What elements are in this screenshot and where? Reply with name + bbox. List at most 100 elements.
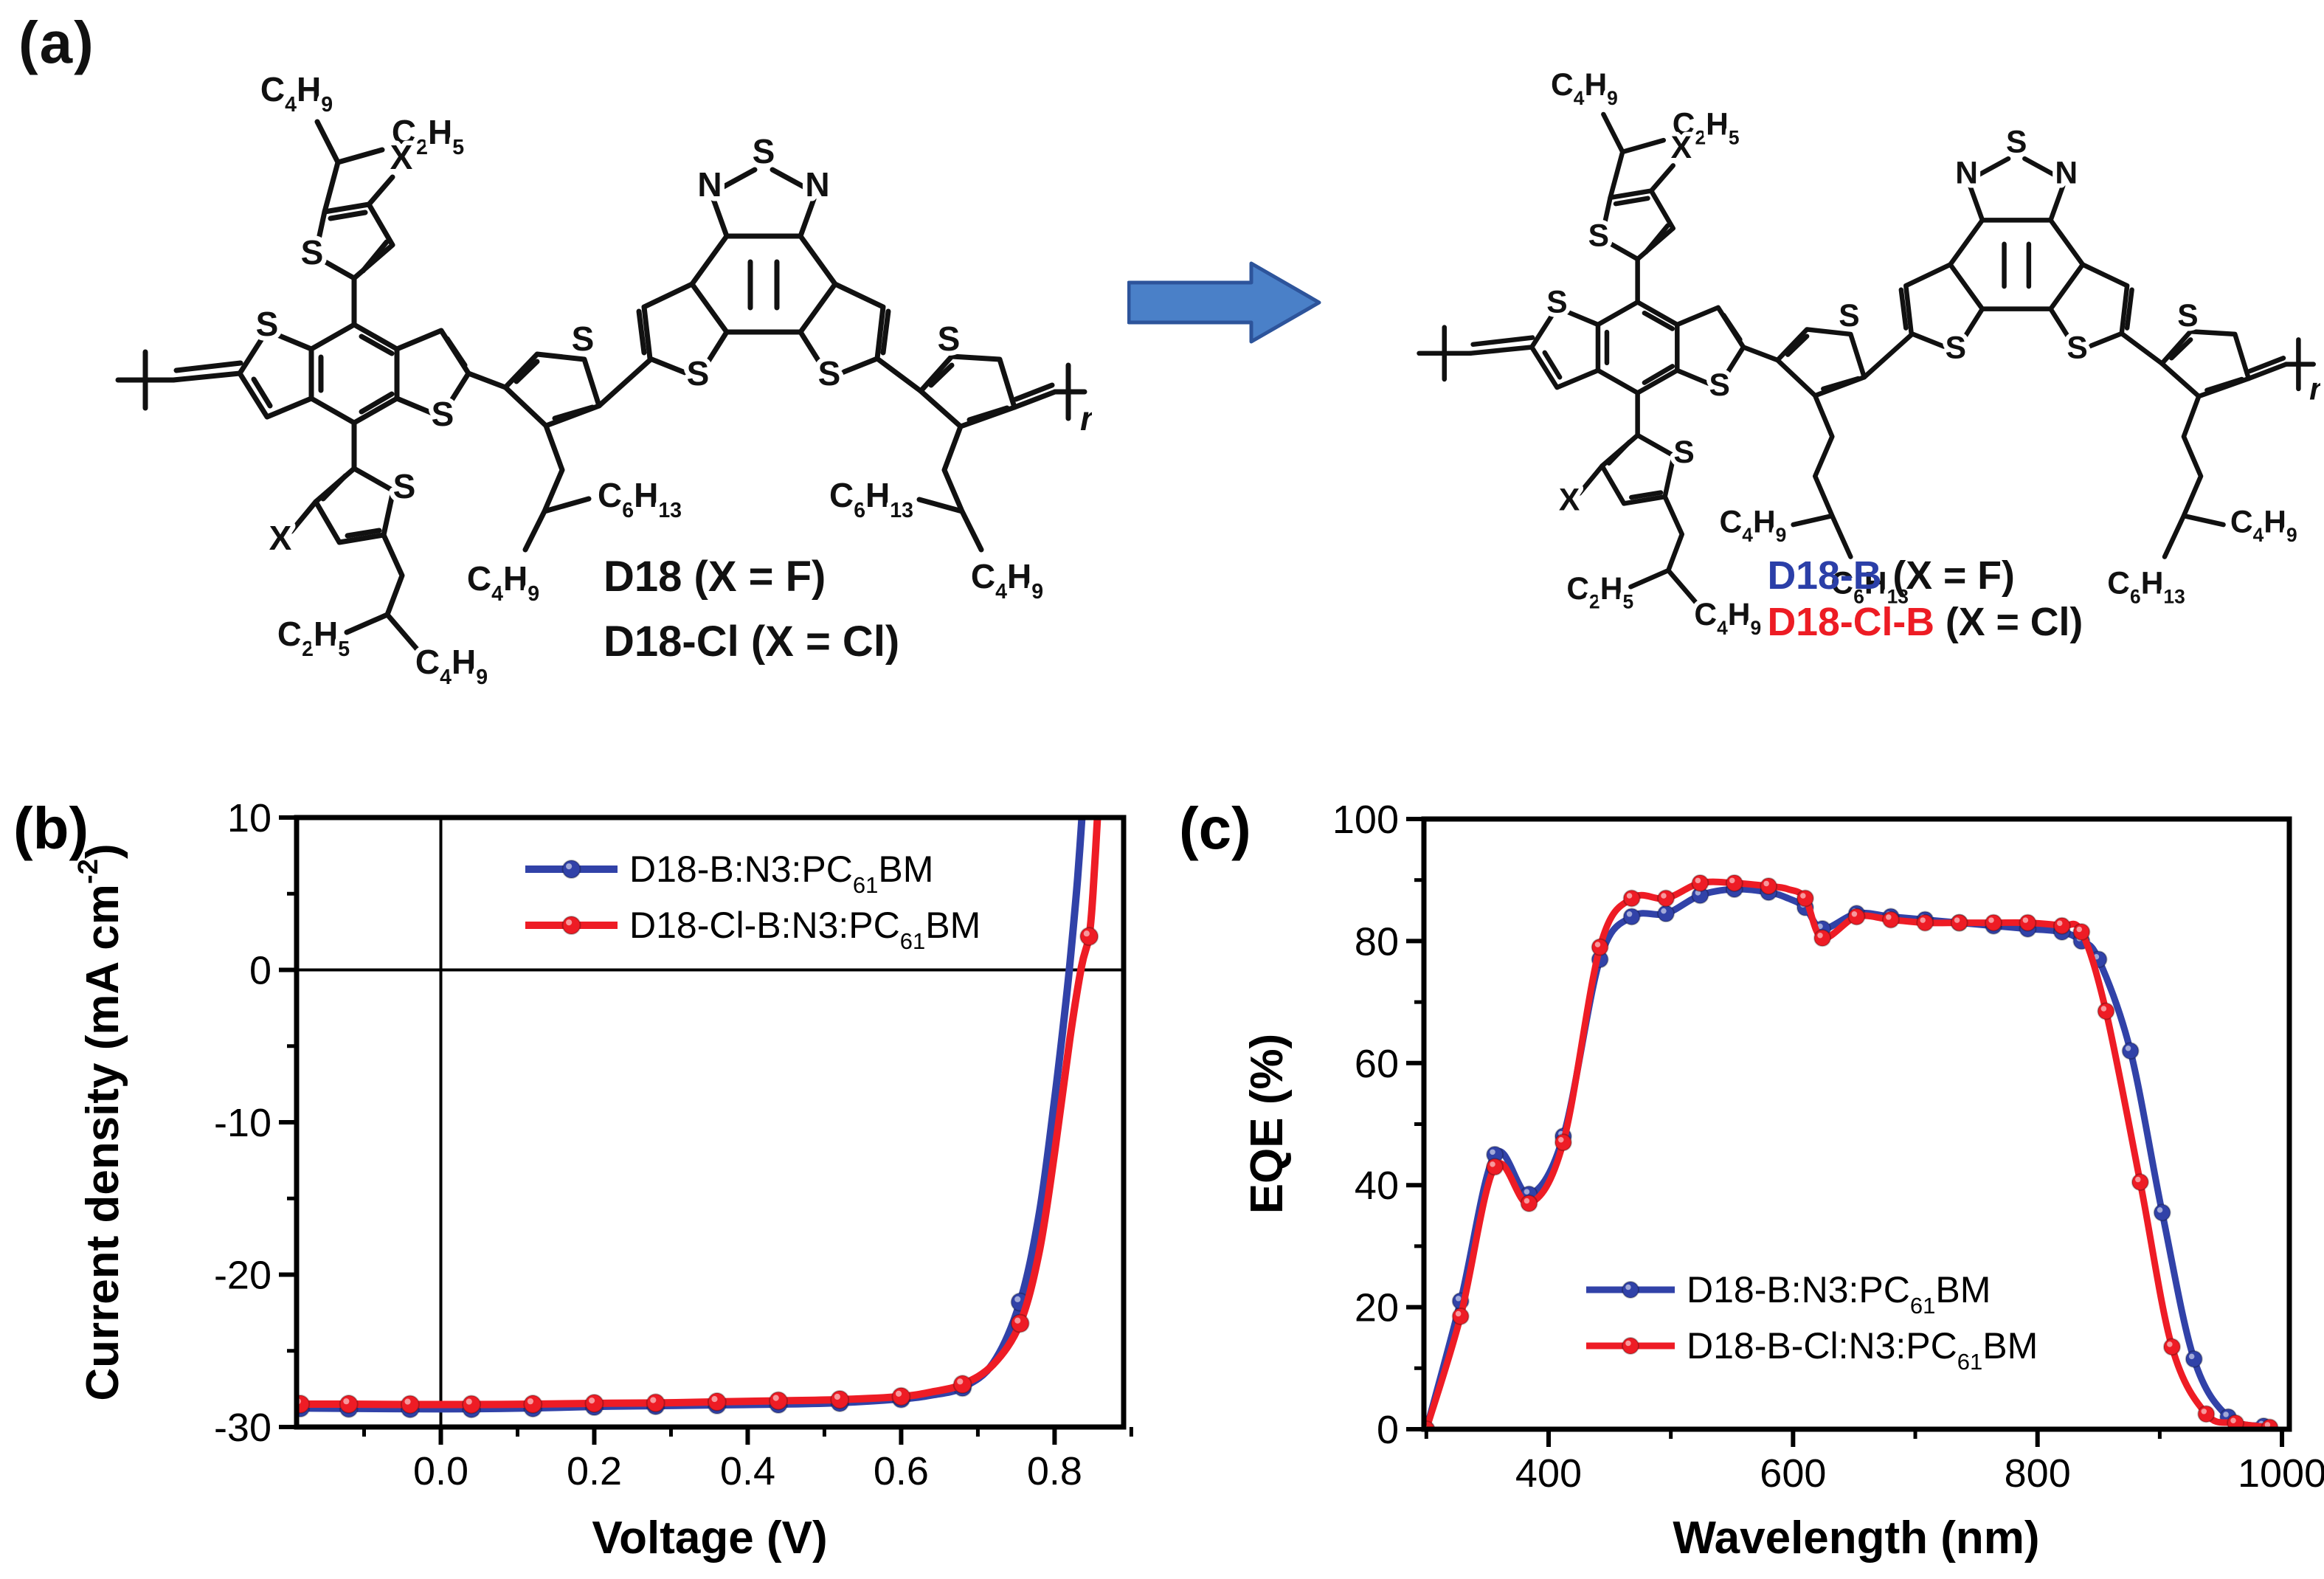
legend-label: D18-Cl-B:N3:PC61BM: [629, 905, 981, 954]
svg-text:800: 800: [2005, 1451, 2071, 1496]
alkyl-label: C4H9: [467, 559, 539, 606]
alkyl-label: C4H9: [1694, 597, 1761, 639]
y-axis-title: EQE (%): [1242, 1034, 1293, 1215]
alkyl-label: C4H9: [415, 643, 488, 689]
svg-text:600: 600: [1760, 1451, 1826, 1496]
panel-label: (c): [1179, 795, 1251, 861]
alkyl-label: C4H9: [2230, 504, 2297, 546]
molecule-d18b-captions: D18-B (X = F) D18-Cl-B (X = Cl): [1767, 553, 2083, 644]
sulfur-label: S: [572, 319, 595, 358]
molecule-caption: D18-Cl-B (X = Cl): [1767, 600, 2083, 644]
svg-text:100: 100: [1332, 798, 1399, 842]
svg-text:-30: -30: [214, 1406, 272, 1450]
plot-frame: [1421, 816, 2292, 1432]
legend-label: D18-B:N3:PC61BM: [1687, 1269, 1991, 1319]
molecule-caption: D18 (X = F): [604, 553, 826, 601]
alkyl-label: C6H13: [2107, 566, 2185, 608]
molecule-d18b-skeleton: [1417, 111, 2316, 607]
sulfur-label: S: [2177, 298, 2198, 334]
alkyl-label: C2H5: [1673, 107, 1740, 149]
series-group: [1424, 874, 2279, 1429]
svg-text:40: 40: [1355, 1164, 1399, 1208]
alkyl-label: C4H9: [1551, 67, 1618, 109]
series-group: [297, 818, 1102, 1419]
sulfur-label: S: [301, 233, 324, 272]
alkyl-label: C6H13: [1831, 566, 1909, 608]
reaction-arrow: [1127, 261, 1321, 344]
alkyl-label: C2H5: [277, 615, 350, 661]
y-axis-title: Current density (mA cm-2): [72, 843, 128, 1400]
repeat-unit-n: n: [2309, 372, 2320, 407]
repeat-unit-n: n: [1080, 399, 1092, 438]
alkyl-label: C4H9: [971, 557, 1043, 604]
svg-text:1000: 1000: [2238, 1451, 2324, 1496]
svg-text:0.0: 0.0: [413, 1449, 468, 1493]
molecule-caption: D18-B (X = F): [1767, 553, 2014, 598]
svg-text:10: 10: [227, 796, 272, 840]
alkyl-label: C2H5: [1566, 571, 1633, 613]
halogen-label: X: [1671, 130, 1692, 165]
svg-text:0.4: 0.4: [720, 1449, 775, 1493]
axis-tick-labels: 0.0 0.2 0.4 0.6 0.8 10 0 -10 -20 -30: [214, 796, 1082, 1493]
molecule-d18-structure: C4H9 C2H5 X S S S S N S N S S S S C6H13 …: [115, 66, 1092, 694]
x-axis-title: Wavelength (nm): [1673, 1513, 2039, 1564]
halogen-label: X: [269, 519, 292, 557]
svg-text:60: 60: [1355, 1042, 1399, 1086]
svg-text:0: 0: [1377, 1408, 1399, 1452]
sulfur-label: S: [687, 354, 710, 393]
sulfur-label: S: [753, 132, 775, 170]
svg-text:-20: -20: [214, 1254, 272, 1298]
x-axis-title: Voltage (V): [592, 1513, 827, 1564]
sulfur-label: S: [432, 395, 454, 433]
legend: D18-B:N3:PC61BM D18-B-Cl:N3:PC61BM: [1586, 1269, 2038, 1375]
alkyl-label: C2H5: [392, 113, 464, 159]
sulfur-label: S: [2006, 125, 2027, 160]
sulfur-label: S: [938, 319, 961, 358]
svg-text:Current density (mA cm-2): Current density (mA cm-2): [72, 843, 128, 1400]
sulfur-label: S: [2067, 330, 2087, 365]
sulfur-label: S: [1839, 298, 1859, 334]
panel-label: (b): [13, 795, 89, 861]
sulfur-label: S: [393, 467, 416, 505]
molecule-d18b-structure: C4H9 C2H5 X S S S S N S N S S S S C4H9 C…: [1417, 63, 2320, 644]
molecule-d18-skeleton: [115, 119, 1087, 654]
sulfur-label: S: [1546, 284, 1567, 319]
sulfur-label: S: [818, 354, 841, 393]
jv-curve-chart: 0.0 0.2 0.4 0.6 0.8 10 0 -10 -20 -30 D18-B:N3:PC61…: [13, 795, 1133, 1564]
axis-ticks: [279, 815, 1133, 1445]
molecule-caption: D18-Cl (X = Cl): [604, 618, 899, 666]
molecule-d18-captions: D18 (X = F) D18-Cl (X = Cl): [604, 553, 899, 666]
svg-text:0.8: 0.8: [1027, 1449, 1082, 1493]
svg-text:20: 20: [1355, 1286, 1399, 1330]
plot-frame: [294, 815, 1127, 1430]
alkyl-label: C6H13: [598, 476, 682, 522]
sulfur-label: S: [1588, 218, 1609, 254]
svg-text:EQE (%): EQE (%): [1242, 1034, 1293, 1215]
eqe-spectrum-chart: 400 600 800 1000 0 20 40 60 80 100 D18-B:N3:PC61BM…: [1179, 795, 2324, 1564]
nitrogen-label: N: [2055, 155, 2078, 190]
molecule-d18b-atom-labels: C4H9 C2H5 X S S S S N S N S S S S C4H9 C…: [1542, 63, 2320, 643]
nitrogen-label: N: [805, 165, 829, 204]
alkyl-label: C4H9: [1720, 504, 1787, 546]
legend: D18-B:N3:PC61BM D18-Cl-B:N3:PC61BM: [525, 849, 981, 954]
axis-tick-labels: 400 600 800 1000 0 20 40 60 80 100: [1332, 798, 2324, 1496]
halogen-label: X: [1559, 483, 1580, 518]
nitrogen-label: N: [697, 165, 722, 204]
nitrogen-label: N: [1955, 155, 1978, 190]
sulfur-label: S: [1946, 330, 1966, 365]
sulfur-label: S: [1673, 435, 1694, 470]
svg-text:80: 80: [1355, 919, 1399, 964]
series-0: [297, 818, 1086, 1419]
zero-lines: [297, 818, 1124, 1427]
svg-text:400: 400: [1515, 1451, 1582, 1496]
sulfur-label: S: [256, 305, 279, 343]
halogen-label: X: [390, 138, 413, 176]
axis-ticks: [1406, 817, 2285, 1447]
svg-text:0.2: 0.2: [567, 1449, 622, 1493]
arrow-icon: [1127, 261, 1321, 344]
series-1: [1424, 874, 2279, 1429]
sulfur-label: S: [1709, 367, 1729, 403]
alkyl-label: C4H9: [260, 70, 333, 117]
alkyl-label: C6H13: [829, 476, 913, 522]
